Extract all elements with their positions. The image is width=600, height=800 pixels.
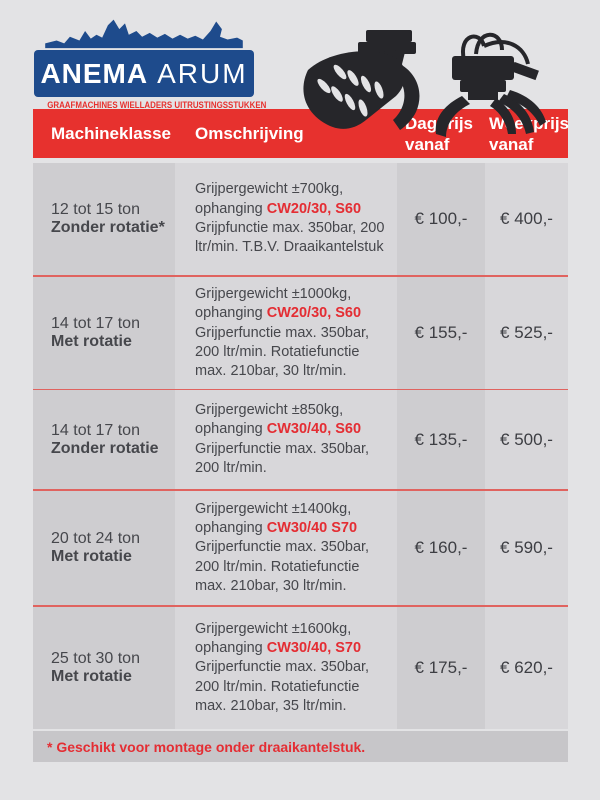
table-body: 12 tot 15 ton Zonder rotatie* Grijpergew…: [33, 163, 568, 729]
description-cell: Grijpergewicht ±850kg, ophanging CW30/40…: [175, 390, 397, 489]
week-price: € 590,-: [500, 538, 553, 557]
table-row: 12 tot 15 ton Zonder rotatie* Grijpergew…: [33, 163, 568, 277]
coupling-code: CW20/30, S60: [266, 200, 362, 217]
machine-class-cell: 20 tot 24 ton Met rotatie: [33, 491, 175, 605]
coupling-code: CW30/40, S70: [266, 640, 362, 657]
machine-class-rotation: Met rotatie: [51, 668, 132, 685]
week-price: € 620,-: [500, 658, 553, 677]
description-cell: Grijpergewicht ±700kg, ophanging CW20/30…: [175, 163, 397, 275]
machine-class-range: 12 tot 15 ton: [51, 201, 140, 218]
description-text: Grijpergewicht ±700kg, ophanging CW20/30…: [195, 181, 385, 256]
day-price-cell: € 100,-: [397, 163, 485, 275]
price-table: Machineklasse Omschrijving Dagprijs vana…: [33, 109, 569, 729]
week-price-cell: € 400,-: [485, 163, 568, 275]
table-row: 14 tot 17 ton Met rotatie Grijpergewicht…: [33, 277, 568, 390]
description-cell: Grijpergewicht ±1400kg, ophanging CW30/4…: [175, 491, 397, 605]
day-price-cell: € 175,-: [397, 607, 485, 729]
description-text: Grijpergewicht ±850kg, ophanging CW30/40…: [195, 401, 370, 476]
day-price: € 155,-: [414, 323, 468, 343]
machine-class-cell: 25 tot 30 ton Met rotatie: [33, 607, 175, 729]
machine-class-cell: 14 tot 17 ton Zonder rotatie: [33, 390, 175, 489]
week-price-cell: € 500,-: [485, 390, 568, 489]
machine-class-rotation: Met rotatie: [51, 548, 132, 565]
description-text: Grijpergewicht ±1000kg, ophanging CW20/3…: [195, 286, 370, 380]
logo-nameplate: ANEMA ARUM: [34, 50, 254, 97]
week-price: € 525,-: [500, 323, 553, 343]
machine-class-rotation: Zonder rotatie*: [51, 219, 165, 236]
day-price: € 160,-: [414, 538, 468, 557]
logo-name-light: ARUM: [157, 57, 248, 89]
coupling-code: CW30/40 S70: [266, 520, 358, 537]
day-price: € 175,-: [414, 658, 468, 677]
table-row: 20 tot 24 ton Met rotatie Grijpergewicht…: [33, 491, 568, 607]
description-text: Grijpergewicht ±1600kg, ophanging CW30/4…: [195, 620, 370, 714]
footnote-bar: * Geschikt voor montage onder draaikante…: [33, 731, 568, 762]
day-price-cell: € 160,-: [397, 491, 485, 605]
coupling-code: CW20/30, S60: [266, 305, 362, 322]
machine-class-cell: 14 tot 17 ton Met rotatie: [33, 277, 175, 390]
week-price: € 400,-: [500, 209, 553, 228]
week-price-cell: € 525,-: [485, 277, 568, 390]
machine-class-range: 20 tot 24 ton: [51, 530, 140, 547]
day-price-cell: € 155,-: [397, 277, 485, 390]
week-price: € 500,-: [500, 429, 553, 449]
header-machineklasse: Machineklasse: [51, 123, 172, 143]
day-price: € 135,-: [414, 429, 468, 449]
machine-class-rotation: Met rotatie: [51, 333, 132, 351]
description-text: Grijpergewicht ±1400kg, ophanging CW30/4…: [195, 500, 370, 594]
machine-class-range: 14 tot 17 ton: [51, 421, 140, 439]
table-row: 14 tot 17 ton Zonder rotatie Grijpergewi…: [33, 390, 568, 491]
table-row: 25 tot 30 ton Met rotatie Grijpergewicht…: [33, 607, 568, 729]
company-logo: ANEMA ARUM GRAAFMACHINES WIELLADERS UITR…: [34, 12, 267, 110]
description-cell: Grijpergewicht ±1000kg, ophanging CW20/3…: [175, 277, 397, 390]
sorting-grab-image: [303, 30, 420, 130]
description-cell: Grijpergewicht ±1600kg, ophanging CW30/4…: [175, 607, 397, 729]
rotating-grab-image: [435, 32, 546, 137]
machine-class-range: 25 tot 30 ton: [51, 650, 140, 667]
coupling-code: CW30/40, S60: [266, 421, 362, 438]
sorting-grab-slots: [317, 64, 384, 117]
grapple-attachments-image: [303, 30, 546, 137]
day-price: € 100,-: [414, 209, 468, 228]
excavator-skyline-image: [45, 19, 243, 49]
machine-class-cell: 12 tot 15 ton Zonder rotatie*: [33, 163, 175, 275]
day-price-cell: € 135,-: [397, 390, 485, 489]
logo-name-bold: ANEMA: [40, 57, 149, 89]
machine-class-rotation: Zonder rotatie: [51, 439, 159, 457]
header-omschrijving: Omschrijving: [195, 123, 304, 143]
week-price-cell: € 620,-: [485, 607, 568, 729]
footnote-text: * Geschikt voor montage onder draaikante…: [47, 738, 366, 755]
logo-tagline: GRAAFMACHINES WIELLADERS UITRUSTINGSSTUK…: [47, 100, 267, 110]
week-price-cell: € 590,-: [485, 491, 568, 605]
machine-class-range: 14 tot 17 ton: [51, 315, 140, 333]
